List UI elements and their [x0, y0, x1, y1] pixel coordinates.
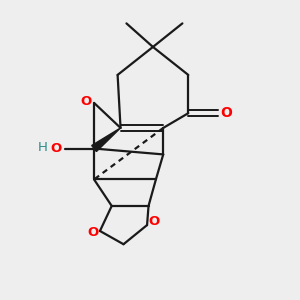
Text: O: O	[50, 142, 61, 155]
Text: H: H	[38, 141, 47, 154]
Text: O: O	[80, 95, 92, 108]
Text: O: O	[148, 215, 159, 228]
Polygon shape	[92, 128, 121, 152]
Text: O: O	[88, 226, 99, 239]
Text: O: O	[220, 106, 232, 120]
